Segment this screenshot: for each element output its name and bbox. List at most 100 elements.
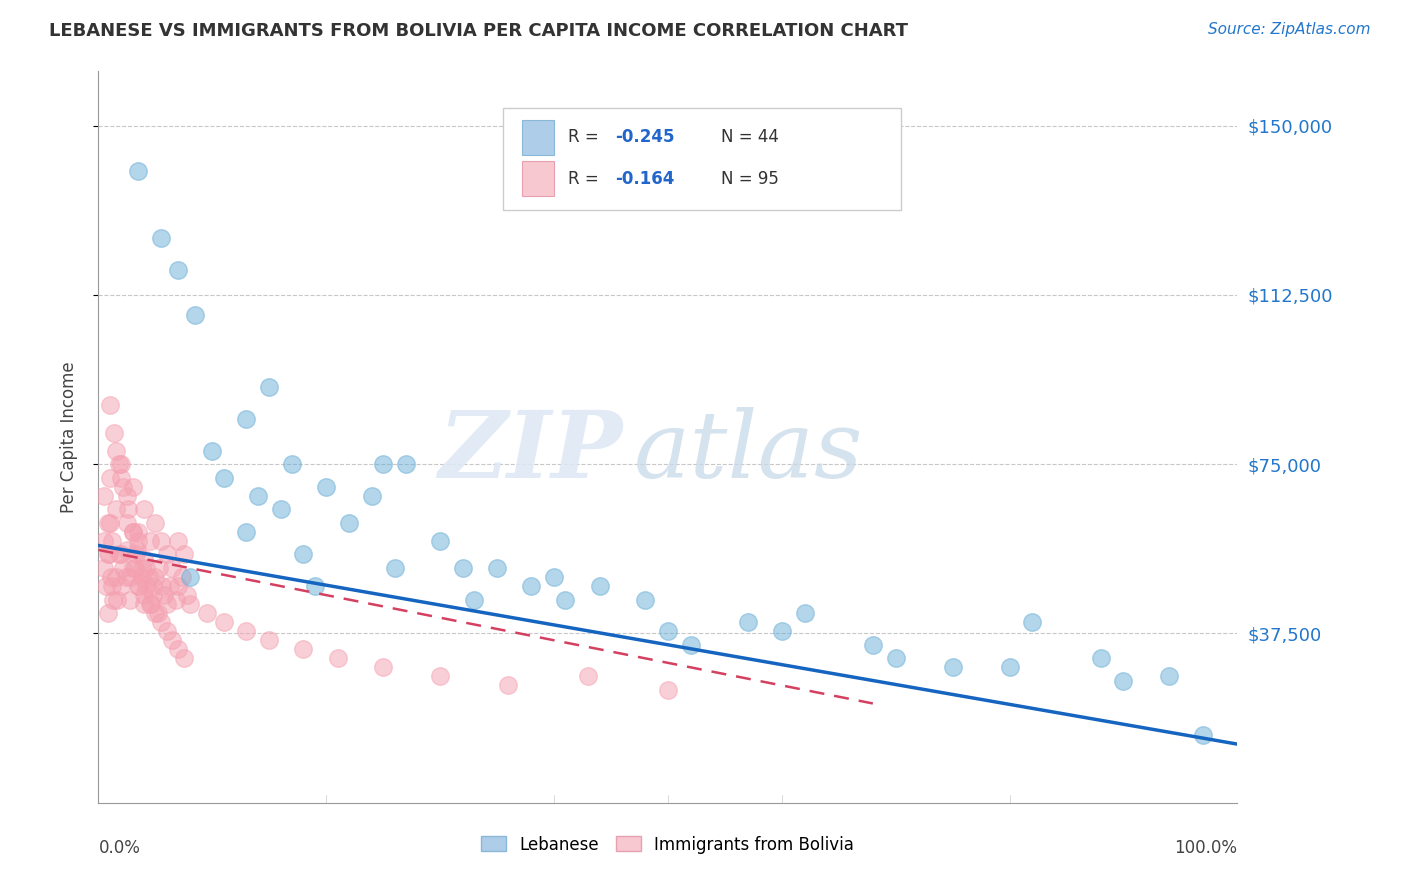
- Point: [127, 533, 149, 548]
- Point: [1090, 651, 1112, 665]
- Point: [498, 678, 520, 692]
- Point: [117, 502, 139, 516]
- Point: [93, 561, 115, 575]
- Point: [127, 543, 149, 558]
- Text: 0.0%: 0.0%: [98, 839, 141, 857]
- Point: [96, 516, 118, 530]
- Point: [429, 669, 451, 683]
- Point: [146, 606, 169, 620]
- Point: [1192, 728, 1215, 742]
- Text: N = 44: N = 44: [721, 128, 779, 146]
- Point: [371, 457, 394, 471]
- Point: [167, 642, 190, 657]
- Point: [235, 412, 257, 426]
- Point: [150, 231, 173, 245]
- Point: [360, 489, 382, 503]
- Point: [121, 480, 143, 494]
- Point: [135, 561, 157, 575]
- Point: [139, 597, 162, 611]
- Point: [326, 651, 349, 665]
- Point: [112, 561, 135, 575]
- Point: [142, 579, 165, 593]
- Point: [124, 561, 146, 575]
- Point: [150, 579, 173, 593]
- Point: [463, 592, 485, 607]
- Point: [235, 624, 257, 639]
- Point: [337, 516, 360, 530]
- Point: [793, 606, 815, 620]
- Point: [679, 638, 702, 652]
- Point: [145, 516, 167, 530]
- Point: [156, 597, 179, 611]
- Point: [235, 524, 257, 539]
- Point: [588, 579, 610, 593]
- Point: [121, 524, 143, 539]
- Text: R =: R =: [568, 169, 603, 188]
- Point: [93, 533, 115, 548]
- Point: [142, 588, 165, 602]
- Point: [103, 592, 125, 607]
- Point: [173, 651, 195, 665]
- Point: [148, 561, 170, 575]
- Point: [259, 633, 281, 648]
- Point: [101, 579, 124, 593]
- Text: -0.164: -0.164: [616, 169, 675, 188]
- Legend: Lebanese, Immigrants from Bolivia: Lebanese, Immigrants from Bolivia: [475, 829, 860, 860]
- Text: ZIP: ZIP: [439, 407, 623, 497]
- Point: [98, 399, 121, 413]
- Point: [657, 624, 679, 639]
- Point: [156, 548, 179, 562]
- Point: [170, 570, 193, 584]
- Point: [429, 533, 451, 548]
- Point: [103, 425, 125, 440]
- Point: [153, 588, 176, 602]
- Text: LEBANESE VS IMMIGRANTS FROM BOLIVIA PER CAPITA INCOME CORRELATION CHART: LEBANESE VS IMMIGRANTS FROM BOLIVIA PER …: [49, 22, 908, 40]
- Point: [1157, 669, 1180, 683]
- Point: [184, 308, 207, 322]
- Point: [212, 615, 235, 630]
- Point: [132, 502, 155, 516]
- Point: [520, 579, 543, 593]
- Point: [108, 548, 131, 562]
- Point: [132, 588, 155, 602]
- Text: R =: R =: [568, 128, 603, 146]
- Point: [132, 552, 155, 566]
- Point: [998, 660, 1021, 674]
- Point: [115, 516, 138, 530]
- Point: [100, 570, 122, 584]
- Point: [120, 592, 142, 607]
- Point: [138, 570, 160, 584]
- Point: [737, 615, 759, 630]
- Point: [121, 524, 143, 539]
- Point: [179, 597, 201, 611]
- Point: [110, 579, 132, 593]
- Point: [156, 624, 179, 639]
- Point: [110, 548, 132, 562]
- Point: [576, 669, 599, 683]
- Y-axis label: Per Capita Income: Per Capita Income: [59, 361, 77, 513]
- Point: [145, 606, 167, 620]
- Point: [114, 570, 136, 584]
- Point: [486, 561, 509, 575]
- Point: [942, 660, 965, 674]
- Point: [162, 633, 184, 648]
- Point: [167, 263, 190, 277]
- Point: [131, 561, 153, 575]
- Text: N = 95: N = 95: [721, 169, 779, 188]
- Point: [384, 561, 406, 575]
- Point: [150, 615, 173, 630]
- Point: [98, 516, 121, 530]
- Point: [101, 533, 124, 548]
- Point: [292, 548, 315, 562]
- Point: [138, 597, 160, 611]
- Point: [371, 660, 394, 674]
- Point: [270, 502, 292, 516]
- Point: [104, 443, 127, 458]
- Point: [93, 489, 115, 503]
- Text: atlas: atlas: [634, 407, 863, 497]
- Point: [167, 579, 190, 593]
- Bar: [522, 161, 554, 196]
- Point: [304, 579, 326, 593]
- Point: [246, 489, 269, 503]
- Point: [135, 579, 157, 593]
